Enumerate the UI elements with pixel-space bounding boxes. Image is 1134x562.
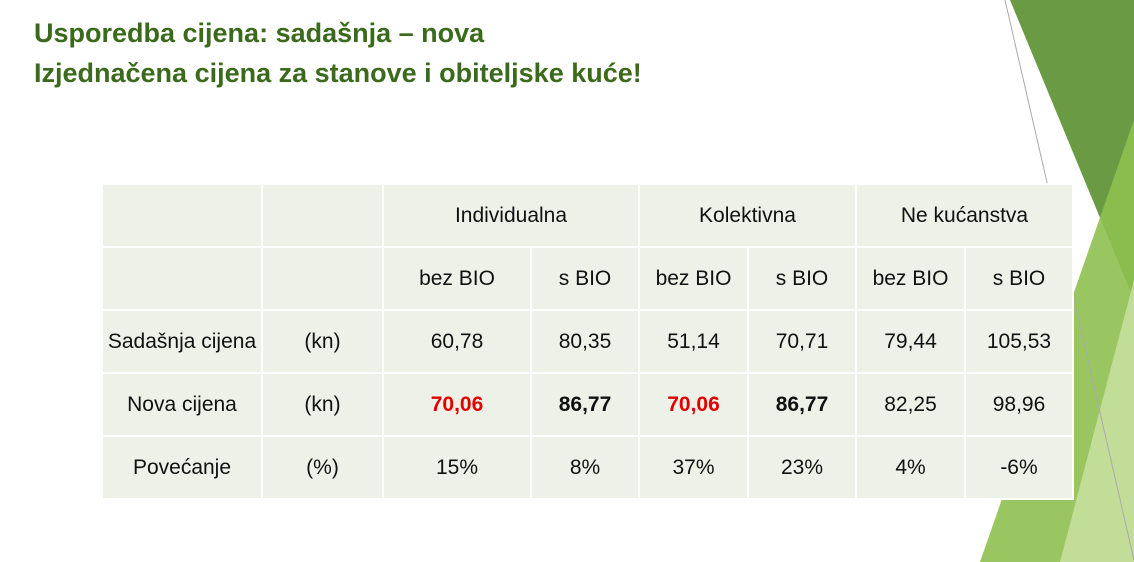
value-cell: 4% [855,435,966,500]
empty-cell [261,246,384,311]
price-table: Individualna Kolektivna Ne kućanstva bez BI… [101,183,1074,500]
empty-cell [101,183,263,248]
value-cell: 86,77 [747,372,857,437]
title-line: Usporedba cijena: sadašnja – nova [34,18,485,48]
value-cell: 80,35 [530,309,640,374]
value-cell: 15% [382,435,532,500]
row-label: Povećanje [101,435,263,500]
value-cell: 8% [530,435,640,500]
group-header: Kolektivna [638,183,857,248]
value-cell: 70,71 [747,309,857,374]
row-label: Nova cijena [101,372,263,437]
row-unit: (%) [261,435,384,500]
value-cell: 79,44 [855,309,966,374]
empty-cell [261,183,384,248]
row-unit: (kn) [261,372,384,437]
value-cell: 86,77 [530,372,640,437]
value-cell: 37% [638,435,749,500]
value-cell: 70,06 [638,372,749,437]
green-shape [1060,280,1134,562]
group-header: Individualna [382,183,640,248]
sub-header: bez BIO [638,246,749,311]
row-label: Sadašnja cijena [101,309,263,374]
sub-header: bez BIO [855,246,966,311]
sub-header: s BIO [530,246,640,311]
table-row: Nova cijena (kn) 70,06 86,77 70,06 86,77 82,25… [101,372,1074,437]
value-cell: 23% [747,435,857,500]
group-header: Ne kućanstva [855,183,1074,248]
value-cell: -6% [964,435,1074,500]
value-cell: 60,78 [382,309,532,374]
title-line: Izjednačena cijena za stanove i obiteljs… [34,58,642,88]
value-cell: 70,06 [382,372,532,437]
row-unit: (kn) [261,309,384,374]
value-cell: 98,96 [964,372,1074,437]
table-row: Individualna Kolektivna Ne kućanstva [101,183,1074,248]
value-cell: 82,25 [855,372,966,437]
table-row: Sadašnja cijena (kn) 60,78 80,35 51,14 70,71 7… [101,309,1074,374]
table-row: bez BIO s BIO bez BIO s BIO bez BIO s BIO [101,246,1074,311]
sub-header: s BIO [747,246,857,311]
table-row: Povećanje (%) 15% 8% 37% 23% 4% -6% [101,435,1074,500]
value-cell: 51,14 [638,309,749,374]
sub-header: bez BIO [382,246,532,311]
value-cell: 105,53 [964,309,1074,374]
sub-header: s BIO [964,246,1074,311]
empty-cell [101,246,263,311]
